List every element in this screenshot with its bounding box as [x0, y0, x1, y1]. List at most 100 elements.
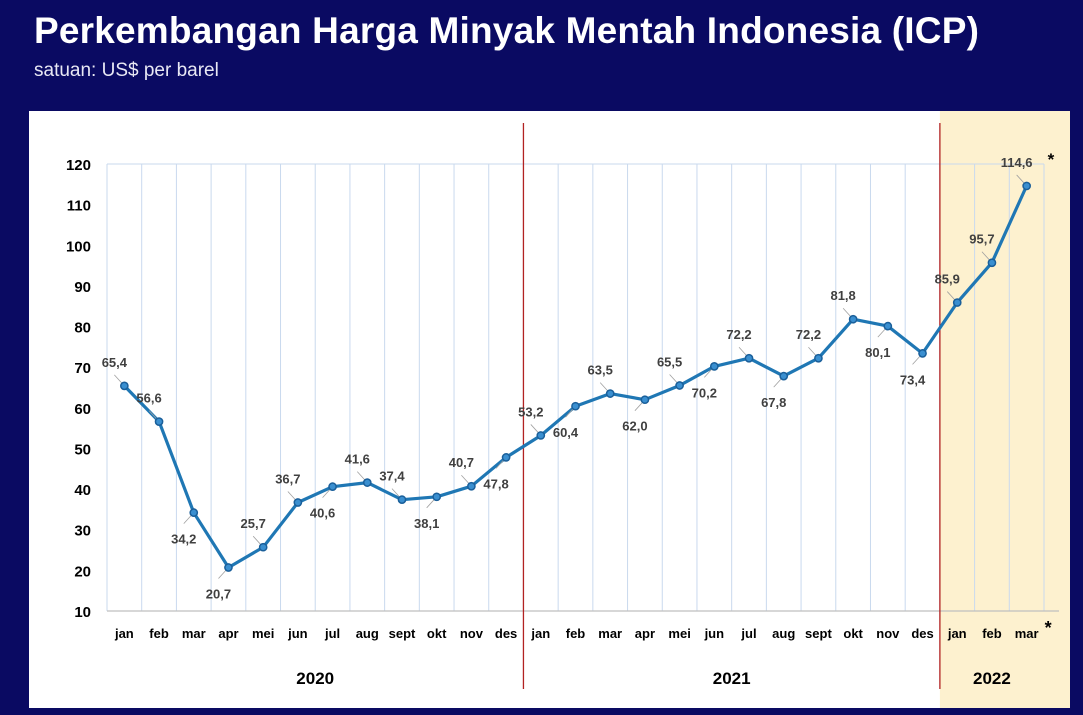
data-point: [293, 498, 303, 507]
data-point: [328, 482, 337, 492]
x-tick-label: mar: [182, 626, 206, 641]
data-label: 25,7: [241, 516, 266, 531]
data-point: [120, 381, 129, 391]
x-tick-label: jan: [114, 626, 134, 641]
x-tick-label: mar: [1015, 626, 1039, 641]
data-label: 70,2: [692, 385, 717, 400]
data-point: [987, 258, 997, 268]
data-label: 47,8: [483, 476, 508, 491]
year-label: 2021: [713, 669, 751, 688]
data-point: [952, 298, 962, 307]
data-point: [189, 508, 199, 518]
x-tick-label: apr: [635, 626, 655, 641]
data-label: 56,6: [136, 391, 161, 406]
data-label: 114,6: [1001, 155, 1033, 170]
data-label: 20,7: [206, 587, 231, 602]
x-tick-label: jan: [530, 626, 550, 641]
preliminary-asterisk-label: *: [1048, 150, 1055, 169]
data-label: 80,1: [865, 345, 890, 360]
data-label: 85,9: [935, 272, 960, 287]
x-tick-label: okt: [843, 626, 863, 641]
data-label: 63,5: [588, 363, 613, 378]
x-tick-label: mei: [252, 626, 274, 641]
preliminary-asterisk-axis: *: [1045, 618, 1052, 638]
x-tick-label: jun: [704, 626, 725, 641]
data-point: [848, 314, 858, 324]
x-tick-label: aug: [772, 626, 795, 641]
data-point: [918, 349, 927, 358]
data-label: 65,5: [657, 354, 682, 369]
data-point: [779, 371, 789, 381]
y-tick-label: 80: [74, 320, 91, 337]
x-tick-label: aug: [356, 626, 379, 641]
data-label: 95,7: [969, 232, 994, 247]
x-tick-label: feb: [149, 626, 169, 641]
x-tick-label: mar: [598, 626, 622, 641]
data-point: [224, 563, 233, 572]
x-tick-label: sept: [389, 626, 416, 641]
x-tick-label: jul: [740, 626, 756, 641]
x-tick-label: jun: [287, 626, 308, 641]
data-point: [536, 431, 546, 440]
data-label: 60,4: [553, 425, 579, 440]
data-point: [605, 389, 615, 398]
x-tick-label: jul: [324, 626, 340, 641]
data-label: 40,7: [449, 455, 474, 470]
data-point: [432, 492, 442, 502]
y-tick-label: 10: [74, 604, 91, 621]
series-line-icp: [123, 185, 1029, 570]
x-tick-label: nov: [460, 626, 484, 641]
data-point: [258, 542, 268, 552]
y-tick-label: 100: [66, 238, 91, 255]
data-point: [814, 353, 823, 363]
data-label: 36,7: [275, 472, 300, 487]
data-label: 67,8: [761, 395, 786, 410]
data-label: 72,2: [726, 327, 751, 342]
y-tick-label: 120: [66, 157, 91, 174]
data-point: [154, 417, 164, 426]
data-label: 34,2: [171, 532, 196, 547]
data-point: [397, 495, 407, 505]
y-tick-label: 110: [67, 198, 91, 215]
data-point: [501, 453, 511, 462]
year-label: 2022: [973, 669, 1011, 688]
x-tick-label: jan: [947, 626, 967, 641]
x-tick-label: nov: [876, 626, 900, 641]
x-tick-label: sept: [805, 626, 832, 641]
data-label: 53,2: [518, 404, 543, 419]
data-point: [744, 353, 754, 363]
data-label: 38,1: [414, 516, 439, 531]
x-tick-label: feb: [566, 626, 586, 641]
data-point: [362, 478, 372, 487]
page-subtitle: satuan: US$ per barel: [34, 60, 219, 81]
y-tick-label: 30: [74, 523, 91, 540]
data-label: 65,4: [102, 355, 128, 370]
data-label: 37,4: [379, 469, 405, 484]
data-point: [883, 321, 893, 331]
y-tick-label: 60: [74, 401, 91, 418]
year-label: 2020: [296, 669, 334, 688]
data-label: 41,6: [345, 452, 370, 467]
data-point: [1022, 181, 1031, 191]
data-point: [467, 481, 476, 491]
data-point: [640, 395, 650, 405]
data-label: 73,4: [900, 372, 926, 387]
data-point: [571, 401, 580, 411]
x-tick-label: apr: [218, 626, 238, 641]
y-tick-label: 70: [74, 360, 91, 377]
data-label: 81,8: [830, 288, 855, 303]
x-tick-label: okt: [427, 626, 447, 641]
data-point: [709, 362, 719, 371]
x-tick-label: mei: [668, 626, 690, 641]
chart-panel: 10 20 30 40 50 60 70 80 90 100 110 120 jan feb mar apr m…: [29, 111, 1070, 708]
x-tick-label: des: [911, 626, 933, 641]
y-tick-label: 50: [74, 441, 91, 458]
data-label: 40,6: [310, 506, 335, 521]
y-tick-label: 40: [74, 482, 91, 499]
data-label: 62,0: [622, 419, 647, 434]
year-2022-highlight: [939, 111, 1070, 708]
y-tick-label: 20: [74, 563, 91, 580]
x-tick-label: des: [495, 626, 517, 641]
x-tick-label: feb: [982, 626, 1002, 641]
